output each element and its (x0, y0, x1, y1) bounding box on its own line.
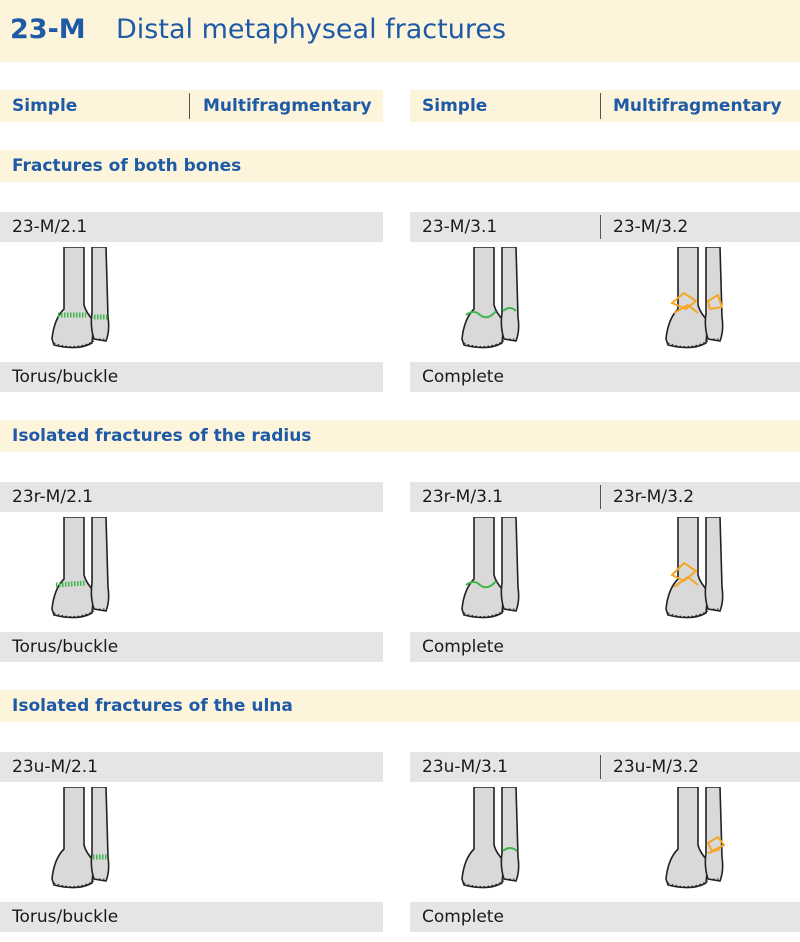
section-header-ulna: Isolated fractures of the ulna (0, 690, 800, 722)
bone-illustration-complete-radius (461, 517, 520, 619)
code-divider (600, 485, 601, 509)
bone-illustration-complete-both (461, 247, 520, 349)
bone-illustration-torus-radius (51, 517, 110, 619)
fracture-code: 23-M/2.1 (12, 217, 88, 237)
section-label: Fractures of both bones (12, 156, 242, 176)
fracture-code: 23u-M/2.1 (12, 757, 98, 777)
caption-bar-left: Torus/buckle (0, 632, 383, 662)
fracture-code: 23-M/3.1 (422, 217, 498, 237)
fracture-code: 23u-M/3.2 (613, 757, 699, 777)
caption-complete: Complete (422, 637, 504, 657)
fracture-code: 23r-M/3.1 (422, 487, 504, 507)
bone-illustration-multifragmentary-ulna (665, 787, 726, 889)
section-header-radius: Isolated fractures of the radius (0, 420, 800, 452)
code-bar-left: 23-M/2.1 (0, 212, 383, 242)
title-code: 23-M (10, 14, 86, 45)
header-multifragmentary-left: Multifragmentary (203, 96, 372, 116)
column-header-right: Simple Multifragmentary (410, 90, 800, 122)
code-bar-left: 23u-M/2.1 (0, 752, 383, 782)
caption-complete: Complete (422, 907, 504, 927)
code-bar-left: 23r-M/2.1 (0, 482, 383, 512)
header-divider (189, 93, 190, 119)
header-simple-left: Simple (12, 96, 78, 116)
code-bar-right: 23u-M/3.1 23u-M/3.2 (410, 752, 800, 782)
code-bar-right: 23-M/3.1 23-M/3.2 (410, 212, 800, 242)
bone-illustration-multifragmentary-radius (665, 517, 724, 619)
caption-complete: Complete (422, 367, 504, 387)
fracture-code: 23r-M/3.2 (613, 487, 695, 507)
caption-torus-buckle: Torus/buckle (12, 637, 119, 657)
header-simple-right: Simple (422, 96, 488, 116)
caption-bar-right: Complete (410, 632, 800, 662)
bone-illustration-multifragmentary-both (665, 247, 724, 349)
caption-bar-left: Torus/buckle (0, 902, 383, 932)
fracture-code: 23r-M/2.1 (12, 487, 94, 507)
section-label: Isolated fractures of the ulna (12, 696, 293, 716)
fracture-code: 23-M/3.2 (613, 217, 689, 237)
bone-illustration-torus-ulna (51, 787, 110, 889)
title-bar: 23-M Distal metaphyseal fractures (0, 0, 800, 62)
fracture-code: 23u-M/3.1 (422, 757, 508, 777)
code-divider (600, 215, 601, 239)
caption-torus-buckle: Torus/buckle (12, 367, 119, 387)
caption-bar-left: Torus/buckle (0, 362, 383, 392)
code-bar-right: 23r-M/3.1 23r-M/3.2 (410, 482, 800, 512)
caption-torus-buckle: Torus/buckle (12, 907, 119, 927)
caption-bar-right: Complete (410, 362, 800, 392)
section-label: Isolated fractures of the radius (12, 426, 312, 446)
section-header-both-bones: Fractures of both bones (0, 150, 800, 182)
bone-illustration-torus-both (51, 247, 110, 349)
column-header-left: Simple Multifragmentary (0, 90, 383, 122)
code-divider (600, 755, 601, 779)
header-multifragmentary-right: Multifragmentary (613, 96, 782, 116)
page-title: Distal metaphyseal fractures (116, 14, 507, 45)
header-divider (600, 93, 601, 119)
caption-bar-right: Complete (410, 902, 800, 932)
bone-illustration-complete-ulna (461, 787, 520, 889)
